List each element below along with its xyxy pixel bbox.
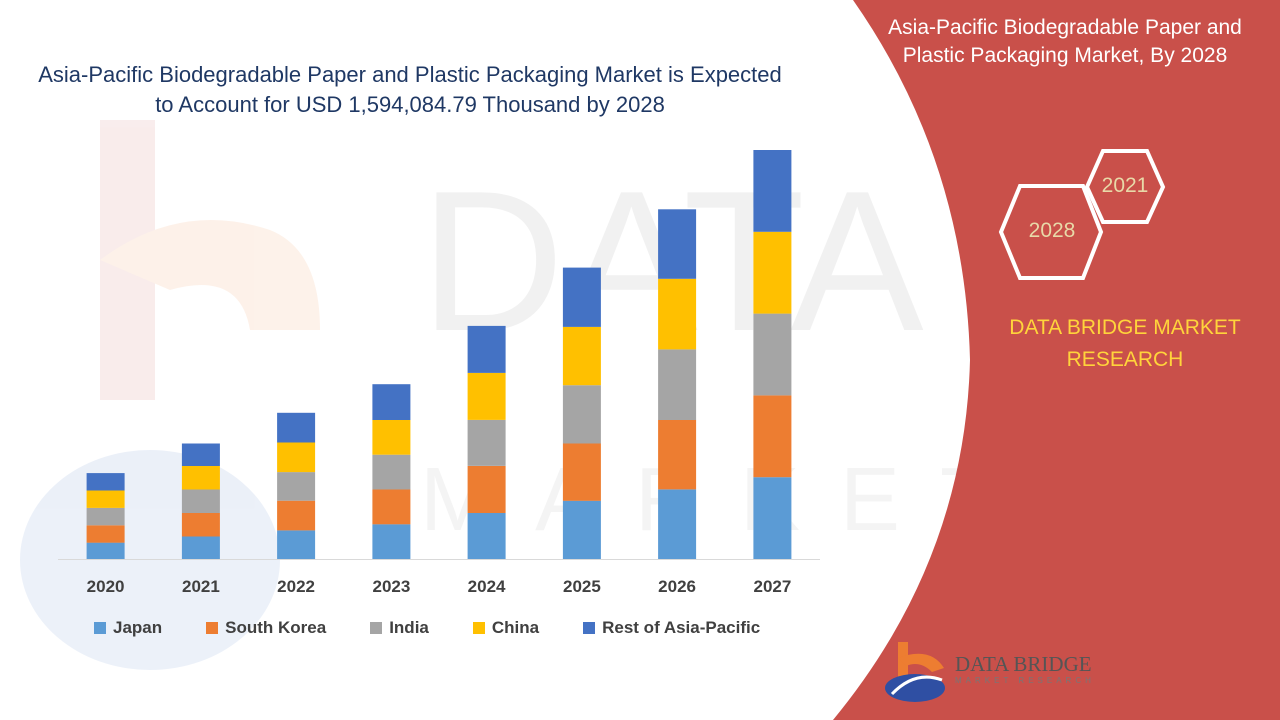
x-tick-label: 2025 <box>563 577 601 596</box>
bar-2021-india <box>181 489 220 513</box>
panel-title: Asia-Pacific Biodegradable Paper and Pla… <box>888 16 1242 67</box>
x-tick-label: 2023 <box>372 577 410 596</box>
legend-swatch <box>583 622 596 634</box>
legend-label: Japan <box>113 618 163 637</box>
x-tick-labels: 2020 2021 2022 2023 2024 2025 2026 2027 <box>87 577 792 596</box>
bar-2022-india <box>277 472 316 501</box>
bar-2021-rest-of-asia-pacific <box>181 443 220 466</box>
bar-2027-japan <box>753 477 792 559</box>
bar-2025-india <box>562 385 601 444</box>
bar-2024-japan <box>467 513 506 559</box>
legend-swatch <box>206 622 219 634</box>
legend-item: Rest of Asia-Pacific <box>583 618 760 638</box>
legend-label: China <box>491 618 540 637</box>
bar-2024-rest-of-asia-pacific <box>467 325 506 373</box>
legend-item: India <box>370 618 429 638</box>
bar-2023-japan <box>372 524 411 559</box>
chart-title: Asia-Pacific Biodegradable Paper and Pla… <box>38 62 782 117</box>
bars-group <box>86 150 792 559</box>
legend-label: India <box>389 618 429 637</box>
legend-item: South Korea <box>206 618 326 638</box>
x-tick-label: 2020 <box>87 577 125 596</box>
logo-base <box>885 674 945 702</box>
bar-2023-china <box>372 419 411 455</box>
bar-2025-china <box>562 326 601 386</box>
legend-swatch <box>472 622 485 634</box>
bar-2020-china <box>86 490 125 508</box>
bar-2025-south-korea <box>562 443 601 501</box>
bar-2022-south-korea <box>277 500 316 531</box>
legend-item: Japan <box>94 618 162 638</box>
bar-2026-south-korea <box>658 419 697 490</box>
bar-2026-india <box>658 349 697 420</box>
brand-name: DATA BRIDGE MARKET RESEARCH <box>1009 316 1241 371</box>
logo-swoosh <box>890 675 943 696</box>
x-tick-label: 2022 <box>277 577 315 596</box>
bar-2023-rest-of-asia-pacific <box>372 384 411 420</box>
x-tick-label: 2026 <box>658 577 696 596</box>
bar-2020-india <box>86 507 125 526</box>
red-panel <box>833 0 1280 720</box>
bar-2025-rest-of-asia-pacific <box>562 267 601 327</box>
hex-label-2028: 2028 <box>1028 219 1076 242</box>
bar-2020-japan <box>86 542 125 559</box>
bar-2020-south-korea <box>86 525 125 543</box>
hexagon-2021 <box>1084 149 1166 224</box>
x-tick-label: 2021 <box>182 577 220 596</box>
watermark-logo-stem <box>100 120 155 400</box>
bar-2021-china <box>181 466 220 490</box>
logo-bowl <box>898 653 944 672</box>
x-tick-label: 2027 <box>753 577 791 596</box>
legend-label: South Korea <box>225 618 327 637</box>
bar-2024-china <box>467 372 506 420</box>
logo-stem <box>898 642 908 686</box>
bar-2021-south-korea <box>181 513 220 537</box>
logo-subtitle: MARKET RESEARCH <box>955 676 1095 685</box>
bar-2027-china <box>753 231 792 314</box>
bar-2022-china <box>277 442 316 473</box>
bar-2022-rest-of-asia-pacific <box>277 412 316 443</box>
bar-2024-india <box>467 419 506 466</box>
bar-2026-japan <box>658 489 697 559</box>
legend: Japan South Korea India China Rest of Asia-P… <box>94 618 804 638</box>
bar-2020-rest-of-asia-pacific <box>86 473 125 491</box>
bar-2027-india <box>753 313 792 396</box>
logo-name: DATA BRIDGE <box>955 652 1092 676</box>
bar-2022-japan <box>277 530 316 559</box>
bar-2024-south-korea <box>467 466 506 513</box>
legend-item: China <box>472 618 540 638</box>
bar-2023-india <box>372 454 411 490</box>
bar-2021-japan <box>181 536 220 559</box>
legend-label: Rest of Asia-Pacific <box>602 618 761 637</box>
legend-swatch <box>94 622 106 634</box>
bar-2026-rest-of-asia-pacific <box>658 209 697 279</box>
company-logo <box>885 642 945 702</box>
watermark-logo-bowl <box>100 220 320 330</box>
bar-2027-rest-of-asia-pacific <box>753 150 792 232</box>
bar-2023-south-korea <box>372 489 411 525</box>
bar-2026-china <box>658 278 697 350</box>
bar-2025-japan <box>562 500 601 559</box>
legend-swatch <box>370 622 383 634</box>
x-tick-label: 2024 <box>468 577 506 596</box>
hex-label-2021: 2021 <box>1101 174 1149 197</box>
bar-2027-south-korea <box>753 395 792 478</box>
hexagon-2028 <box>998 184 1104 280</box>
